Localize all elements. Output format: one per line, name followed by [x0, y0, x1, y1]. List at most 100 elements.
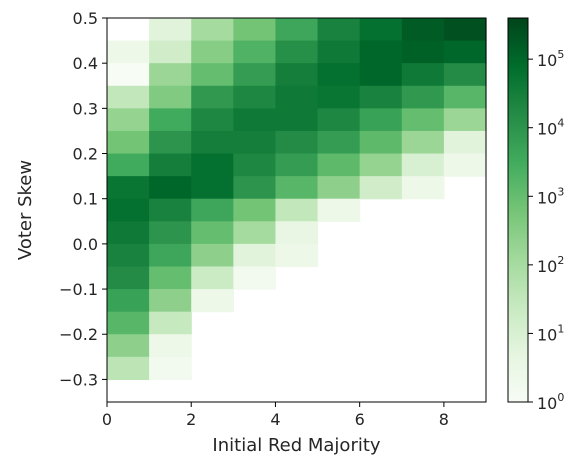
y-tick-label: 0.4	[73, 54, 98, 73]
heatmap-cell	[149, 176, 192, 200]
heatmap-cell	[233, 85, 277, 109]
heatmap-cell	[149, 108, 192, 132]
x-tick-label: 6	[355, 410, 365, 429]
y-tick-label: 0.1	[73, 190, 98, 209]
y-tick-label: −0.3	[59, 370, 98, 389]
heatmap-cell	[149, 334, 192, 358]
heatmap-cell	[359, 130, 403, 155]
heatmap-cell	[317, 18, 361, 42]
colorbar-tick-label: 103	[537, 185, 564, 207]
heatmap-cell	[107, 176, 150, 200]
heatmap-cell	[443, 63, 487, 87]
heatmap-cell	[275, 40, 319, 64]
heatmap-cell	[275, 176, 319, 200]
heatmap-cell	[191, 289, 234, 313]
heatmap-cell	[443, 40, 487, 64]
colorbar-tick-label: 101	[537, 322, 564, 344]
heatmap-cell	[191, 40, 234, 64]
heatmap-cell	[233, 266, 277, 290]
heatmap-cell	[149, 18, 192, 42]
x-tick-label: 2	[186, 410, 196, 429]
y-axis-label: Voter Skew	[15, 160, 36, 260]
heatmap-cell	[401, 153, 445, 177]
heatmap-cell	[317, 153, 361, 177]
heatmap-cell	[443, 85, 487, 109]
heatmap-cell	[149, 130, 192, 155]
x-axis-label: Initial Red Majority	[212, 435, 380, 456]
heatmap-cell	[233, 18, 277, 42]
heatmap-cell	[233, 63, 277, 87]
heatmap-cell	[359, 40, 403, 64]
heatmap-cell	[275, 108, 319, 132]
heatmap-cell	[401, 85, 445, 109]
heatmap-cell	[233, 130, 277, 155]
heatmap-cell	[317, 40, 361, 64]
heatmap-cell	[275, 63, 319, 87]
heatmap-cell	[233, 40, 277, 64]
y-tick-label: 0.0	[73, 235, 98, 254]
colorbar-tick-label: 104	[537, 117, 564, 139]
heatmap-cell	[191, 130, 234, 155]
heatmap-cell	[275, 243, 319, 268]
heatmap-cell	[317, 63, 361, 87]
heatmap-cell	[107, 266, 150, 290]
heatmap-cell	[191, 85, 234, 109]
heatmap-cell	[107, 221, 150, 245]
heatmap-cell	[191, 153, 234, 177]
colorbar-tick-label: 105	[537, 48, 564, 70]
plot-frame	[106, 17, 487, 403]
heatmap-cell	[233, 198, 277, 222]
colorbar-tick-label: 100	[537, 391, 564, 413]
heatmap-cell	[107, 311, 150, 335]
y-tick-label: −0.2	[59, 325, 98, 344]
heatmap-cells	[107, 18, 487, 381]
heatmap-cell	[107, 198, 150, 222]
heatmap-cell	[275, 153, 319, 177]
heatmap-cell	[107, 108, 150, 132]
heatmap-cell	[233, 153, 277, 177]
heatmap-cell	[191, 108, 234, 132]
heatmap-cell	[149, 85, 192, 109]
colorbar-ticks: 105 104 103 102 101 100	[528, 48, 564, 413]
heatmap-cell	[359, 176, 403, 200]
heatmap-cell	[443, 153, 487, 177]
heatmap-cell	[401, 18, 445, 42]
y-tick-label: 0.5	[73, 9, 98, 28]
heatmap-cell	[359, 63, 403, 87]
heatmap-cell	[191, 266, 234, 290]
heatmap-cell	[233, 176, 277, 200]
heatmap-cell	[233, 221, 277, 245]
heatmap-cell	[317, 85, 361, 109]
heatmap-cell	[149, 311, 192, 335]
x-tick-label: 8	[439, 410, 449, 429]
heatmap-cell	[401, 130, 445, 155]
colorbar-gradient	[507, 17, 529, 403]
heatmap-cell	[233, 243, 277, 268]
heatmap-cell	[317, 130, 361, 155]
heatmap-cell	[275, 198, 319, 222]
heatmap-cell	[107, 243, 150, 268]
colorbar-tick-label: 102	[537, 254, 564, 276]
heatmap-cell	[443, 18, 487, 42]
heatmap-cell	[317, 108, 361, 132]
heatmap-cell	[191, 63, 234, 87]
x-axis-ticks: 0 2 4 6 8	[102, 402, 449, 429]
heatmap-cell	[401, 40, 445, 64]
heatmap-cell	[107, 40, 150, 64]
heatmap-cell	[233, 108, 277, 132]
heatmap-cell	[107, 289, 150, 313]
y-tick-label: 0.2	[73, 145, 98, 164]
heatmap-cell	[107, 356, 150, 381]
heatmap-cell	[401, 63, 445, 87]
y-tick-label: 0.3	[73, 99, 98, 118]
heatmap-cell	[401, 108, 445, 132]
heatmap-cell	[149, 243, 192, 268]
heatmap-cell	[149, 153, 192, 177]
heatmap-cell	[359, 108, 403, 132]
heatmap-cell	[275, 18, 319, 42]
colorbar: 105 104 103 102 101 100	[507, 17, 564, 413]
heatmap-cell	[149, 198, 192, 222]
heatmap-cell	[149, 40, 192, 64]
heatmap-cell	[275, 85, 319, 109]
